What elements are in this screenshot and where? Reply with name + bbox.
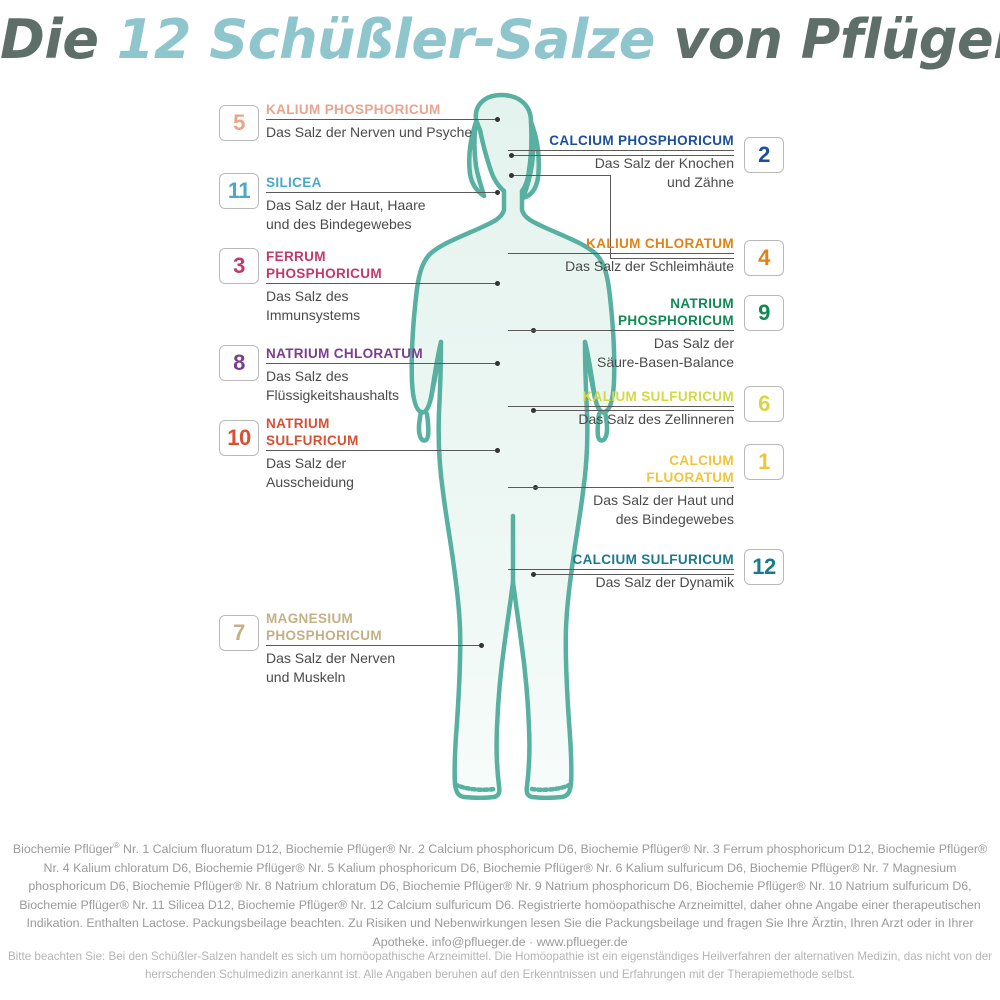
badge-11[interactable]: 11 [219, 173, 259, 209]
callout-7: MAGNESIUM PHOSPHORICUM Das Salz der Nerv… [266, 610, 476, 687]
callout-2-salt: CALCIUM PHOSPHORICUM [549, 133, 734, 148]
title-part-salze: 12 Schüßler-Salze [116, 8, 656, 71]
callout-1: CALCIUM FLUORATUM Das Salz der Haut und … [508, 452, 734, 529]
footer-brand: Biochemie Pflüger [12, 842, 114, 857]
callout-9-rule [508, 330, 734, 331]
badge-number-3: 3 [233, 253, 245, 278]
footer-registered-mark: ® [113, 840, 120, 850]
callout-6-rule [508, 406, 734, 407]
callout-10: NATRIUM SULFURICUM Das Salz der Ausschei… [266, 415, 492, 492]
callout-12-rule [508, 569, 734, 570]
callout-3-rule [266, 283, 492, 284]
leader-line-4-vertical [610, 175, 611, 259]
callout-11-salt: SILICEA [266, 175, 322, 190]
callout-7-salt: MAGNESIUM PHOSPHORICUM [266, 611, 382, 643]
callout-2-rule [508, 150, 734, 151]
callout-12-salt: CALCIUM SULFURICUM [572, 552, 734, 567]
badge-number-4: 4 [758, 245, 770, 270]
callout-10-salt: NATRIUM SULFURICUM [266, 416, 359, 448]
leader-line-6 [534, 410, 734, 411]
leader-dot-8 [495, 361, 500, 366]
callout-4-salt: KALIUM CHLORATUM [586, 236, 734, 251]
callout-2: CALCIUM PHOSPHORICUM Das Salz der Knoche… [508, 132, 734, 192]
callout-2-desc: Das Salz der Knochen und Zähne [594, 155, 734, 190]
badge-number-12: 12 [752, 554, 776, 579]
callout-11-desc: Das Salz der Haut, Haare und des Bindege… [266, 197, 426, 232]
leader-dot-4 [509, 173, 514, 178]
callout-9-desc: Das Salz der Säure-Basen-Balance [597, 335, 734, 370]
badge-2[interactable]: 2 [744, 137, 784, 173]
callout-6-salt: KALIUM SULFURICUM [582, 389, 734, 404]
callout-7-rule [266, 645, 476, 646]
callout-3: FERRUM PHOSPHORICUM Das Salz des Immunsy… [266, 248, 492, 325]
callout-9: NATRIUM PHOSPHORICUM Das Salz der Säure-… [508, 295, 734, 372]
badge-6[interactable]: 6 [744, 386, 784, 422]
leader-line-4-horizontal [610, 258, 734, 259]
callout-1-salt: CALCIUM FLUORATUM [646, 453, 734, 485]
badge-12[interactable]: 12 [744, 549, 784, 585]
footer-disclaimer: Bitte beachten Sie: Bei den Schüßler-Sal… [7, 950, 993, 981]
callout-5: KALIUM PHOSPHORICUM Das Salz der Nerven … [266, 101, 492, 142]
callout-10-desc: Das Salz der Ausscheidung [266, 455, 354, 490]
badge-1[interactable]: 1 [744, 444, 784, 480]
leader-dot-2 [509, 153, 514, 158]
leader-dot-11 [495, 190, 500, 195]
callout-8-rule [266, 363, 492, 364]
title-part-von-pflueger: von Pflüger [654, 8, 1000, 71]
callout-5-desc: Das Salz der Nerven und Psyche [266, 124, 473, 140]
callout-7-desc: Das Salz der Nerven und Muskeln [266, 650, 396, 685]
leader-dot-5 [495, 117, 500, 122]
leader-dot-12 [531, 572, 536, 577]
leader-dot-7 [479, 643, 484, 648]
badge-number-2: 2 [758, 142, 770, 167]
title-part-die: Die [0, 8, 117, 71]
callout-4-rule [508, 253, 734, 254]
callout-8: NATRIUM CHLORATUM Das Salz des Flüssigke… [266, 345, 492, 405]
badge-9[interactable]: 9 [744, 295, 784, 331]
badge-number-6: 6 [758, 391, 770, 416]
callout-1-rule [508, 487, 734, 488]
callout-6-desc: Das Salz des Zellinneren [578, 411, 734, 427]
badge-number-8: 8 [233, 350, 245, 375]
callout-5-rule [266, 119, 492, 120]
badge-4[interactable]: 4 [744, 240, 784, 276]
callout-1-desc: Das Salz der Haut und des Bindegewebes [593, 492, 734, 527]
callout-5-salt: KALIUM PHOSPHORICUM [266, 102, 441, 117]
callout-9-salt: NATRIUM PHOSPHORICUM [618, 296, 734, 328]
callout-4: KALIUM CHLORATUM Das Salz der Schleimhäu… [508, 235, 734, 276]
badge-number-5: 5 [233, 110, 245, 135]
badge-3[interactable]: 3 [219, 248, 259, 284]
callout-8-salt: NATRIUM CHLORATUM [266, 346, 423, 361]
badge-number-7: 7 [233, 620, 245, 645]
leader-dot-10 [495, 448, 500, 453]
callout-10-rule [266, 450, 492, 451]
leader-line-12 [534, 574, 734, 575]
callout-11-rule [266, 192, 492, 193]
body-outline-path [409, 92, 617, 800]
callout-3-salt: FERRUM PHOSPHORICUM [266, 249, 382, 281]
badge-number-11: 11 [227, 178, 251, 203]
badge-10[interactable]: 10 [219, 420, 259, 456]
footer-product-list: Biochemie Pflüger® Nr. 1 Calcium fluorat… [12, 836, 988, 951]
callout-8-desc: Das Salz des Flüssigkeitshaushalts [266, 368, 400, 403]
female-body-silhouette [400, 92, 630, 817]
callout-11: SILICEA Das Salz der Haut, Haare und des… [266, 174, 492, 234]
callout-3-desc: Das Salz des Immunsystems [266, 288, 361, 323]
callout-6: KALIUM SULFURICUM Das Salz des Zellinner… [508, 388, 734, 429]
badge-number-9: 9 [758, 300, 770, 325]
callout-12-desc: Das Salz der Dynamik [595, 574, 735, 590]
page-title: Die 12 Schüßler-Salze von Pflüger [0, 8, 1000, 72]
badge-8[interactable]: 8 [219, 345, 259, 381]
leader-dot-6 [531, 408, 536, 413]
badge-number-1: 1 [758, 449, 770, 474]
badge-number-10: 10 [227, 425, 251, 450]
leader-line-4-horizontal-top [512, 175, 611, 176]
leader-dot-3 [495, 281, 500, 286]
footer-product-text: Nr. 1 Calcium fluoratum D12, Biochemie P… [19, 842, 988, 949]
leader-line-2 [512, 155, 734, 156]
callout-4-desc: Das Salz der Schleimhäute [565, 258, 734, 274]
badge-5[interactable]: 5 [219, 105, 259, 141]
callout-12: CALCIUM SULFURICUM Das Salz der Dynamik [508, 551, 734, 592]
badge-7[interactable]: 7 [219, 615, 259, 651]
